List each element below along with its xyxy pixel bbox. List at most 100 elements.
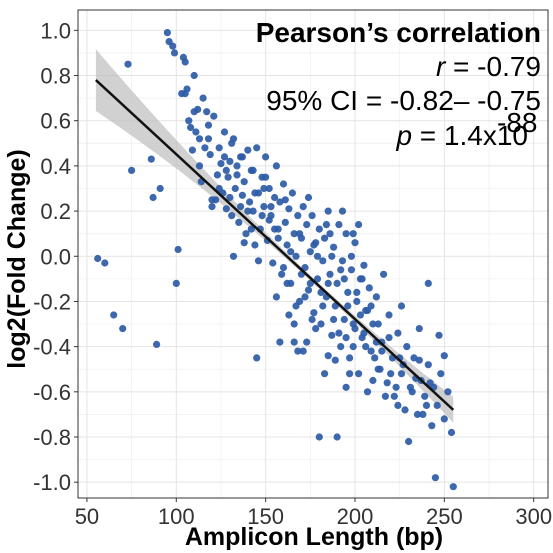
confidence-band-area [95,49,454,423]
data-point [204,121,213,129]
data-point [315,433,323,441]
data-point [288,189,296,197]
data-point [210,112,218,120]
data-point [383,379,391,387]
y-tick-label: -0.8 [33,425,71,450]
data-point [356,311,364,319]
data-point [326,230,334,238]
data-point [181,90,189,98]
data-point [128,166,136,174]
data-point [258,212,266,220]
confidence-band [95,49,454,423]
data-point [279,264,288,272]
data-point [353,297,361,305]
data-point [328,331,336,339]
data-point [424,279,432,287]
data-point [213,171,221,179]
data-point [435,331,443,339]
data-point [222,205,230,213]
data-point [374,320,382,328]
data-point [294,347,302,355]
annotation-p-line: p = 1.4x10 [395,120,528,151]
data-point [317,320,325,328]
data-point [419,410,427,418]
y-tick-label: -0.6 [33,380,71,405]
y-tick-label: 0.4 [40,154,71,179]
data-point [349,343,357,351]
data-point [340,275,348,283]
data-point [119,325,127,333]
data-point [267,203,275,211]
data-point [342,230,350,238]
data-point [283,241,291,249]
data-point [394,329,402,337]
data-point [249,207,257,215]
data-point [338,207,347,215]
y-axis-ticks: -1.0 -0.8 -0.6 -0.4 -0.2 0.0 0.2 0.4 0.6 0.8 1.0 [33,18,78,495]
data-point [369,320,377,328]
data-point [233,171,241,179]
data-point [376,365,384,373]
data-point [333,433,341,441]
y-axis-title: log2(Fold Change) [3,149,31,368]
data-point [147,155,155,163]
data-point [226,157,234,165]
data-point [344,288,352,296]
data-point [195,135,204,143]
data-point [262,173,270,181]
annotation-title: Pearson’s correlation [256,17,541,48]
data-point [94,254,102,263]
data-point [285,205,293,213]
data-point [385,311,393,319]
y-tick-label: 0.6 [40,109,71,134]
data-point [347,252,355,260]
data-point [208,203,216,211]
data-point [408,388,416,396]
data-point [385,334,393,342]
data-point [355,370,363,378]
data-point [237,203,245,211]
data-point [397,370,406,378]
data-point [324,279,332,287]
data-point [260,203,268,211]
data-point [363,388,372,396]
data-point [262,153,270,161]
data-point [203,108,211,116]
data-point [274,234,282,242]
data-point [240,178,248,186]
data-point [303,338,311,346]
data-point [433,401,441,409]
x-tick-label: 200 [337,504,374,529]
data-point [110,311,118,319]
data-point [271,193,279,202]
data-point [244,207,252,215]
data-point [431,474,439,482]
data-point [228,212,236,220]
data-point [188,146,196,154]
data-point [244,146,252,154]
data-point [253,144,261,152]
data-point [351,239,359,247]
data-point [342,383,350,391]
y-tick-label: -0.2 [33,289,71,314]
x-axis-ticks: 50 100 150 200 250 300 [75,498,552,529]
data-point [342,334,350,342]
data-point [287,248,295,256]
data-point [283,279,291,287]
data-point [401,406,409,414]
data-point [308,315,316,324]
regression-line-path [95,79,455,411]
data-point [415,325,423,333]
data-point [346,354,354,362]
data-point [440,352,448,360]
data-point [269,259,277,267]
y-tick-label: -1.0 [33,470,71,495]
p-symbol: p [395,120,412,151]
plot-area [77,9,549,499]
data-point [172,279,180,287]
data-point [428,422,436,430]
data-point [303,221,311,229]
correlation-annotation: Pearson’s correlation r = -0.79 95% CI =… [256,17,541,151]
data-point [206,151,214,159]
